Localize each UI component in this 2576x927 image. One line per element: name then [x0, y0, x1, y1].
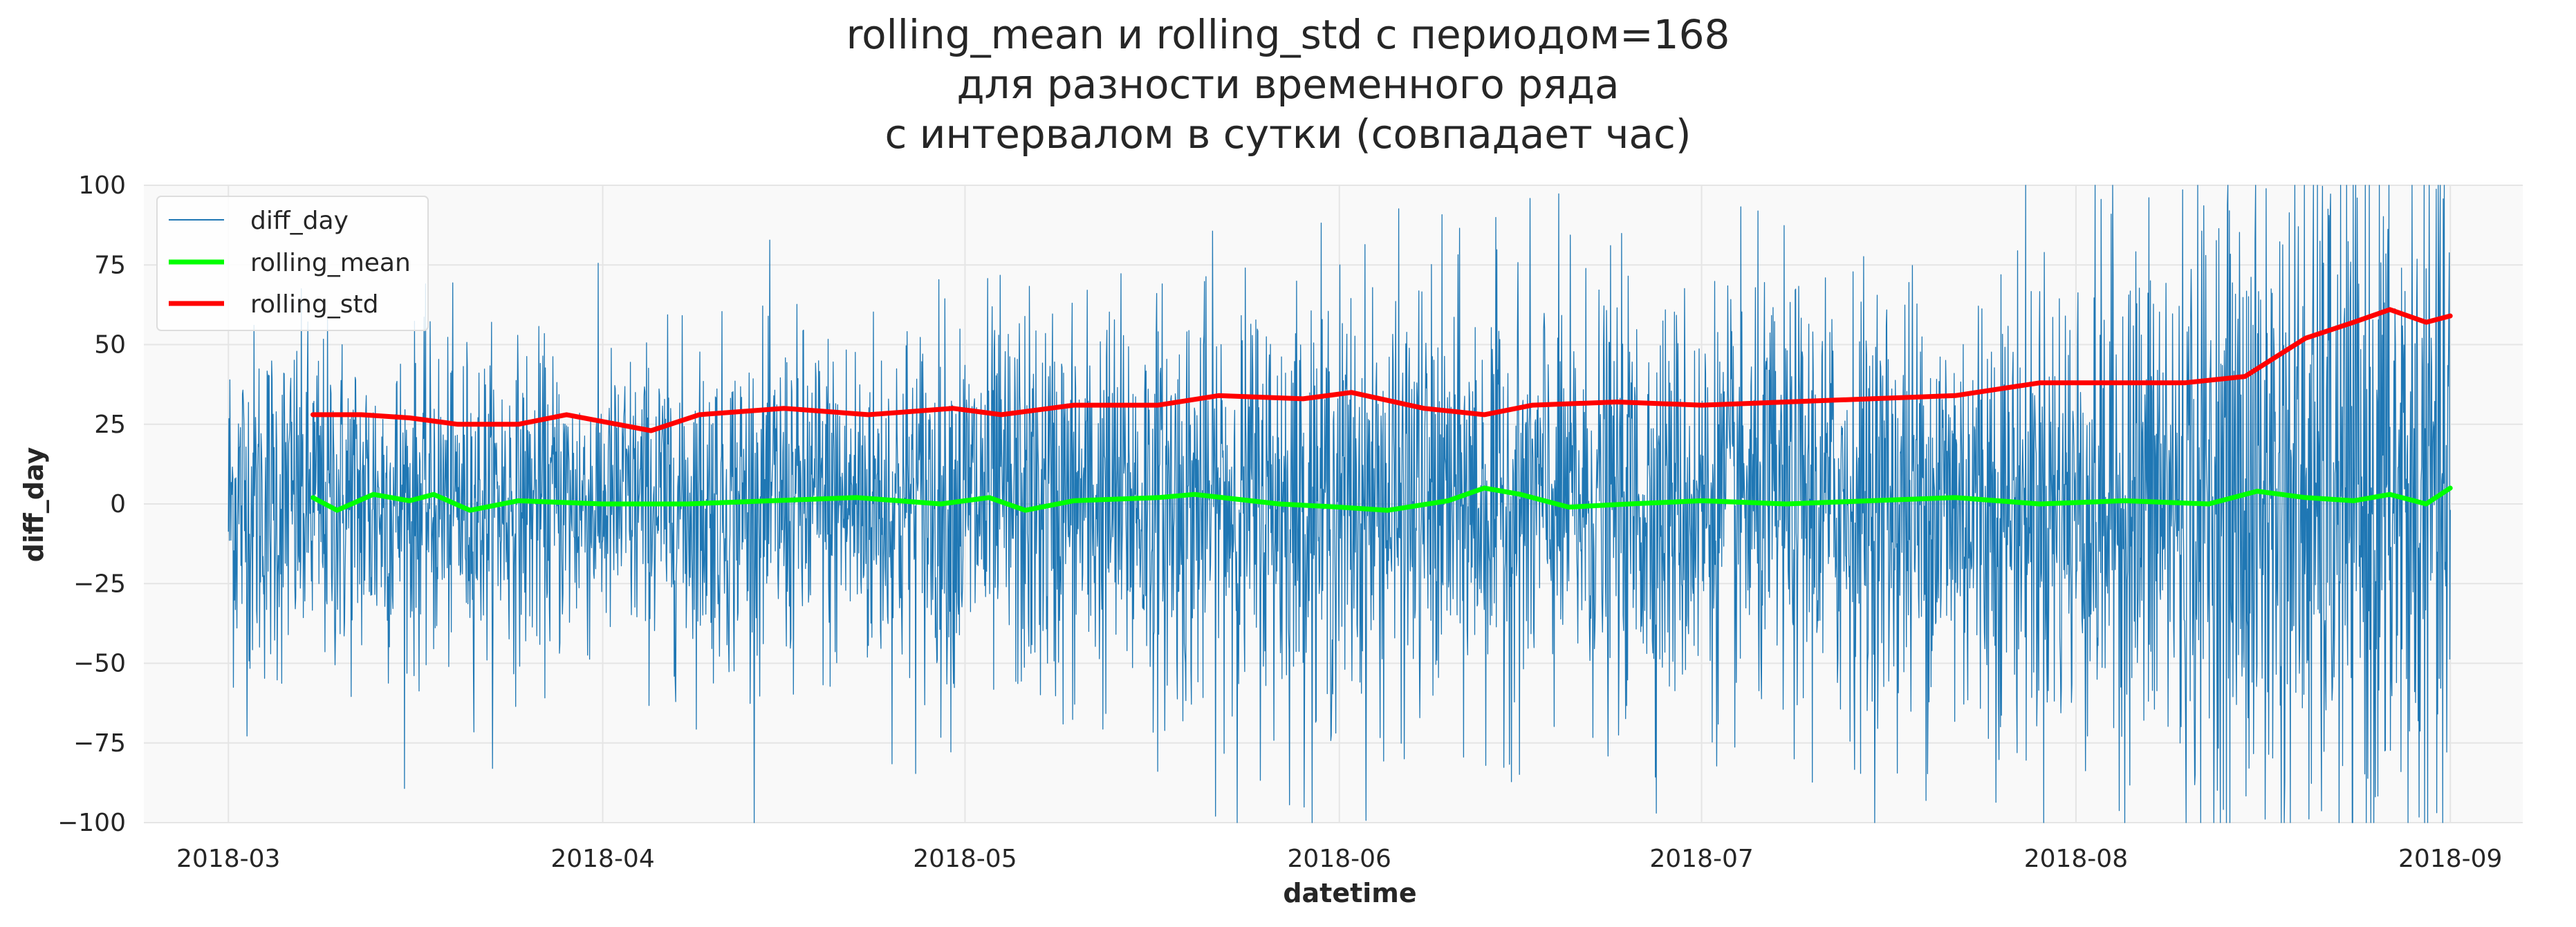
series-line-rolling-mean	[311, 485, 2453, 513]
x-tick-label: 2018-07	[1649, 845, 1753, 873]
x-axis-label: datetime	[1283, 878, 1416, 908]
chart-title: rolling_mean и rolling_std с периодом=16…	[0, 10, 2576, 159]
x-tick-label: 2018-06	[1288, 845, 1391, 873]
chart-title-line-3: с интервалом в сутки (совпадает час)	[884, 111, 1692, 158]
series-line-rolling-std	[311, 307, 2453, 433]
ticks: 100 75 50 25 0 −25 −50 −75 −100 2018-03 2018-04 201…	[57, 171, 2502, 873]
y-tick-label: 25	[94, 411, 126, 439]
legend-label-rolling-mean: rolling_mean	[250, 249, 411, 277]
x-tick-label: 2018-04	[550, 845, 654, 873]
y-axis-label: diff_day	[19, 447, 49, 563]
y-tick-label: 75	[94, 251, 126, 279]
chart-title-line-2: для разности временного ряда	[956, 61, 1620, 108]
y-tick-label: 50	[94, 331, 126, 359]
x-tick-label: 2018-09	[2398, 845, 2502, 873]
legend-box	[156, 196, 429, 331]
series-line-diff-day	[228, 185, 2451, 823]
x-tick-label: 2018-05	[913, 845, 1017, 873]
y-tick-label: −75	[73, 729, 126, 758]
series	[228, 185, 2453, 823]
x-tick-label: 2018-03	[176, 845, 280, 873]
y-tick-label: 100	[78, 171, 126, 200]
legend-label-rolling-std: rolling_std	[250, 290, 378, 319]
legend: diff_day rolling_mean rolling_std	[156, 196, 429, 331]
y-tick-label: −50	[73, 650, 126, 678]
y-tick-label: −25	[73, 570, 126, 598]
x-tick-label: 2018-08	[2024, 845, 2128, 873]
chart-title-line-1: rolling_mean и rolling_std с периодом=16…	[846, 11, 1730, 58]
legend-label-diff-day: diff_day	[250, 207, 349, 235]
y-tick-label: −100	[57, 809, 126, 837]
y-tick-label: 0	[110, 490, 126, 518]
